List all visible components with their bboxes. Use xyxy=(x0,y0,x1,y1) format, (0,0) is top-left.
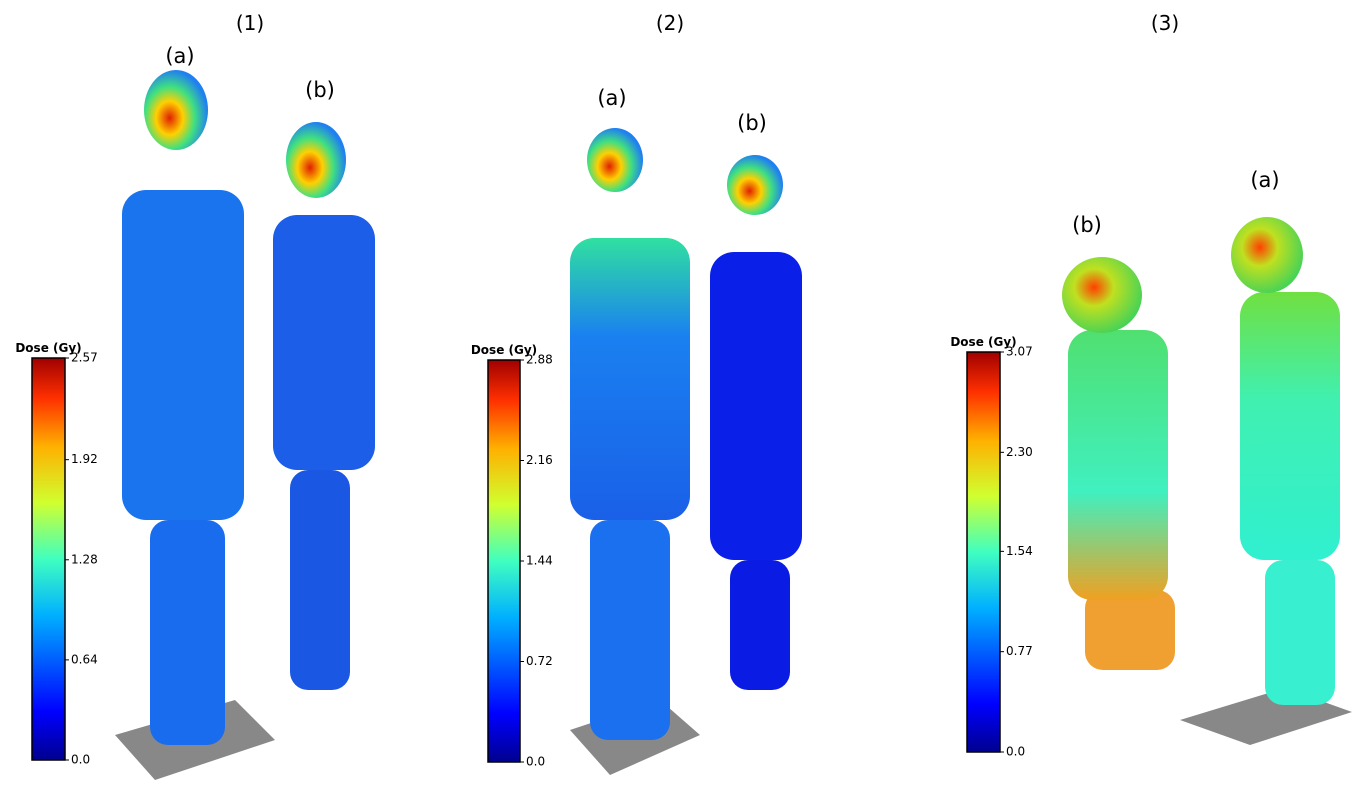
phantom xyxy=(1062,257,1175,670)
figure-label: (b) xyxy=(737,111,767,135)
colorbar xyxy=(31,357,66,761)
colorbar-title: Dose (Gy) xyxy=(950,335,1016,349)
phantom-legs xyxy=(730,560,790,690)
panel-label: (3) xyxy=(1151,11,1179,35)
phantom-torso xyxy=(122,190,244,520)
phantom xyxy=(273,122,375,690)
phantom-head xyxy=(1062,257,1142,333)
figure-label: (a) xyxy=(1250,168,1279,192)
phantom-torso xyxy=(570,238,690,520)
phantom xyxy=(122,70,244,745)
colorbar xyxy=(487,359,521,763)
colorbar-tick-label: 1.92 xyxy=(71,452,98,466)
colorbar-title: Dose (Gy) xyxy=(471,343,537,357)
colorbar-tick-label: 2.88 xyxy=(526,353,553,367)
colorbar-tick-label: 0.72 xyxy=(526,654,553,668)
phantom-legs xyxy=(150,520,225,745)
phantom-head xyxy=(727,155,783,215)
colorbar-tick-label: 0.77 xyxy=(1006,644,1033,658)
phantom-head xyxy=(1231,217,1303,293)
panel-label: (1) xyxy=(236,11,264,35)
colorbar-title: Dose (Gy) xyxy=(15,341,81,355)
figure-label: (b) xyxy=(1072,213,1102,237)
colorbar-tick-label: 1.44 xyxy=(526,554,553,568)
phantom-legs xyxy=(290,470,350,690)
phantom xyxy=(1231,217,1340,705)
figure-label: (b) xyxy=(305,78,335,102)
colorbar-tick-label: 0.64 xyxy=(71,652,98,666)
colorbar-tick-label: 0.0 xyxy=(1006,745,1025,759)
colorbar-tick-label: 1.54 xyxy=(1006,544,1033,558)
panel-label: (2) xyxy=(656,11,684,35)
figure-label: (a) xyxy=(597,86,626,110)
colorbar-tick-label: 2.57 xyxy=(71,351,98,365)
colorbar-tick-label: 1.28 xyxy=(71,552,98,566)
phantom-torso xyxy=(273,215,375,470)
colorbar-tick-label: 3.07 xyxy=(1006,345,1033,359)
phantom-legs xyxy=(1265,560,1335,705)
figure-label: (a) xyxy=(165,44,194,68)
phantom-torso xyxy=(1068,330,1168,600)
colorbar-tick-label: 0.0 xyxy=(71,753,90,767)
phantom-torso xyxy=(1240,292,1340,560)
phantom-head xyxy=(144,70,208,150)
phantom-head xyxy=(286,122,346,198)
colorbar xyxy=(966,351,1001,753)
colorbar-tick-label: 2.16 xyxy=(526,453,553,467)
colorbar-tick-label: 0.0 xyxy=(526,755,545,769)
floors xyxy=(115,688,1352,780)
phantom xyxy=(570,128,690,740)
phantom-torso xyxy=(710,252,802,560)
phantom-legs xyxy=(1085,590,1175,670)
phantom-legs xyxy=(590,520,670,740)
phantom-head xyxy=(587,128,643,192)
colorbar-tick-label: 2.30 xyxy=(1006,445,1033,459)
phantom xyxy=(710,155,802,690)
